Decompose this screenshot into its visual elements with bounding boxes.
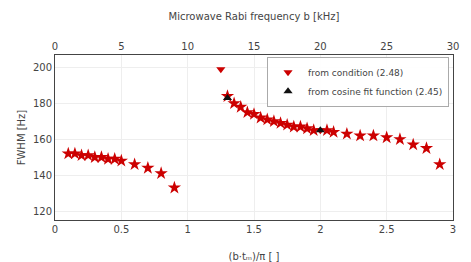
svg-text:1: 1 <box>184 224 190 235</box>
svg-text:(b·tₘ)/π [ ]: (b·tₘ)/π [ ] <box>228 251 279 262</box>
svg-text:20: 20 <box>314 41 327 52</box>
svg-text:from cosine fit function (2.45: from cosine fit function (2.45) <box>308 87 442 97</box>
svg-text:30: 30 <box>447 41 460 52</box>
svg-text:2: 2 <box>317 224 323 235</box>
svg-text:180: 180 <box>33 98 52 109</box>
svg-text:from condition (2.48): from condition (2.48) <box>308 68 403 78</box>
svg-text:15: 15 <box>248 41 261 52</box>
svg-text:5: 5 <box>118 41 124 52</box>
svg-text:200: 200 <box>33 62 52 73</box>
svg-text:160: 160 <box>33 134 52 145</box>
svg-text:1.5: 1.5 <box>246 224 262 235</box>
svg-text:10: 10 <box>181 41 194 52</box>
svg-text:0.5: 0.5 <box>113 224 129 235</box>
svg-text:Microwave Rabi frequency b [kH: Microwave Rabi frequency b [kHz] <box>169 11 340 22</box>
svg-text:0: 0 <box>52 224 58 235</box>
svg-text:25: 25 <box>380 41 393 52</box>
svg-text:2.5: 2.5 <box>379 224 395 235</box>
svg-text:140: 140 <box>33 170 52 181</box>
svg-text:0: 0 <box>52 41 58 52</box>
svg-text:FWHM [Hz]: FWHM [Hz] <box>16 110 27 166</box>
svg-text:120: 120 <box>33 206 52 217</box>
svg-text:3: 3 <box>450 224 456 235</box>
